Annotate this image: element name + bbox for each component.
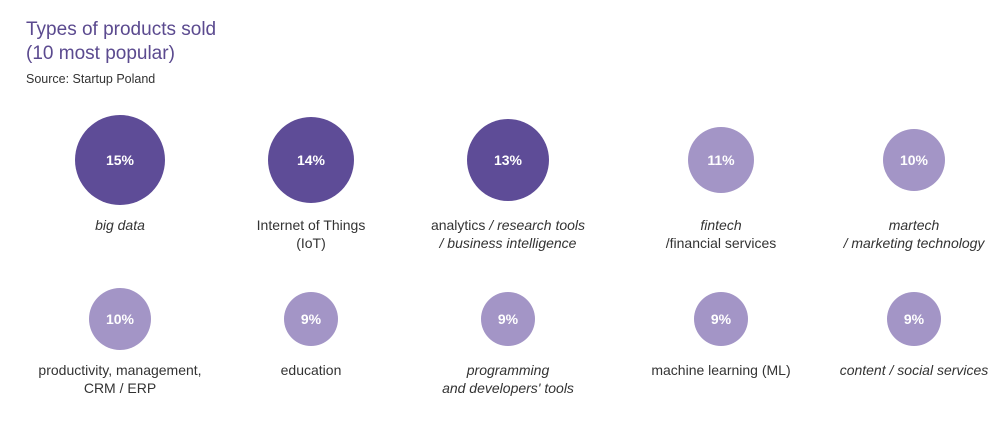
bubble-value-10: 9% (903, 311, 925, 327)
bubble-label-8: programming and developers' tools (408, 361, 608, 397)
bubble-value-4: 11% (707, 152, 735, 168)
bubble-label-3: analytics / research tools / business int… (408, 216, 608, 252)
bubble-label-line: education (280, 362, 342, 378)
bubble-label-line: machine learning (ML) (651, 362, 791, 378)
bubble-label-2: Internet of Things (IoT) (211, 216, 411, 252)
bubble-value-7: 9% (300, 311, 322, 327)
chart-title-line-2: (10 most popular) (26, 43, 175, 64)
bubble-3: 13% (467, 119, 549, 201)
bubble-label-1: big data (20, 216, 220, 234)
bubble-8: 9% (481, 292, 535, 346)
bubble-label-line: martech (888, 217, 940, 233)
bubble-label-line: productivity, management, (38, 362, 202, 378)
bubble-7: 9% (284, 292, 338, 346)
bubble-9: 9% (694, 292, 748, 346)
bubble-6: 10% (89, 288, 151, 350)
bubble-value-5: 10% (899, 152, 929, 168)
bubble-5: 10% (883, 129, 945, 191)
bubble-label-6: productivity, management, CRM / ERP (20, 361, 220, 397)
bubble-label-4: fintech/financial services (621, 216, 821, 252)
bubble-label-line: big data (95, 217, 145, 233)
bubble-label-line: and developers' tools (442, 380, 574, 396)
bubble-value-8: 9% (497, 311, 519, 327)
bubble-label-line: analytics / research tools (430, 217, 586, 233)
bubble-label-line: programming (466, 362, 550, 378)
bubble-label-7: education (211, 361, 411, 379)
bubble-value-2: 14% (296, 152, 326, 168)
bubble-1: 15% (75, 115, 165, 205)
chart-title-line-1: Types of products sold (26, 19, 217, 40)
bubble-label-line: / marketing technology (843, 235, 985, 251)
bubble-4: 11% (688, 127, 754, 193)
bubble-value-9: 9% (710, 311, 732, 327)
bubble-label-9: machine learning (ML) (621, 361, 821, 379)
bubble-10: 9% (887, 292, 941, 346)
bubble-label-line: /financial services (665, 235, 777, 251)
bubble-value-3: 13% (493, 152, 523, 168)
chart-title: Types of products sold (10 most popular) (26, 18, 216, 66)
bubble-2: 14% (268, 117, 354, 203)
bubble-label-line: content / social services (839, 362, 989, 378)
bubble-value-1: 15% (105, 152, 135, 168)
bubble-label-line: (IoT) (296, 235, 326, 251)
chart-source: Source: Startup Poland (26, 72, 156, 86)
bubble-label-line: CRM / ERP (83, 380, 157, 396)
bubble-value-6: 10% (105, 311, 135, 327)
bubble-label-line: fintech (700, 217, 742, 233)
bubble-label-5: martech / marketing technology (814, 216, 1006, 252)
bubble-label-line: Internet of Things (256, 217, 366, 233)
bubble-label-line: / business intelligence (439, 235, 577, 251)
bubble-label-10: content / social services (814, 361, 1006, 379)
